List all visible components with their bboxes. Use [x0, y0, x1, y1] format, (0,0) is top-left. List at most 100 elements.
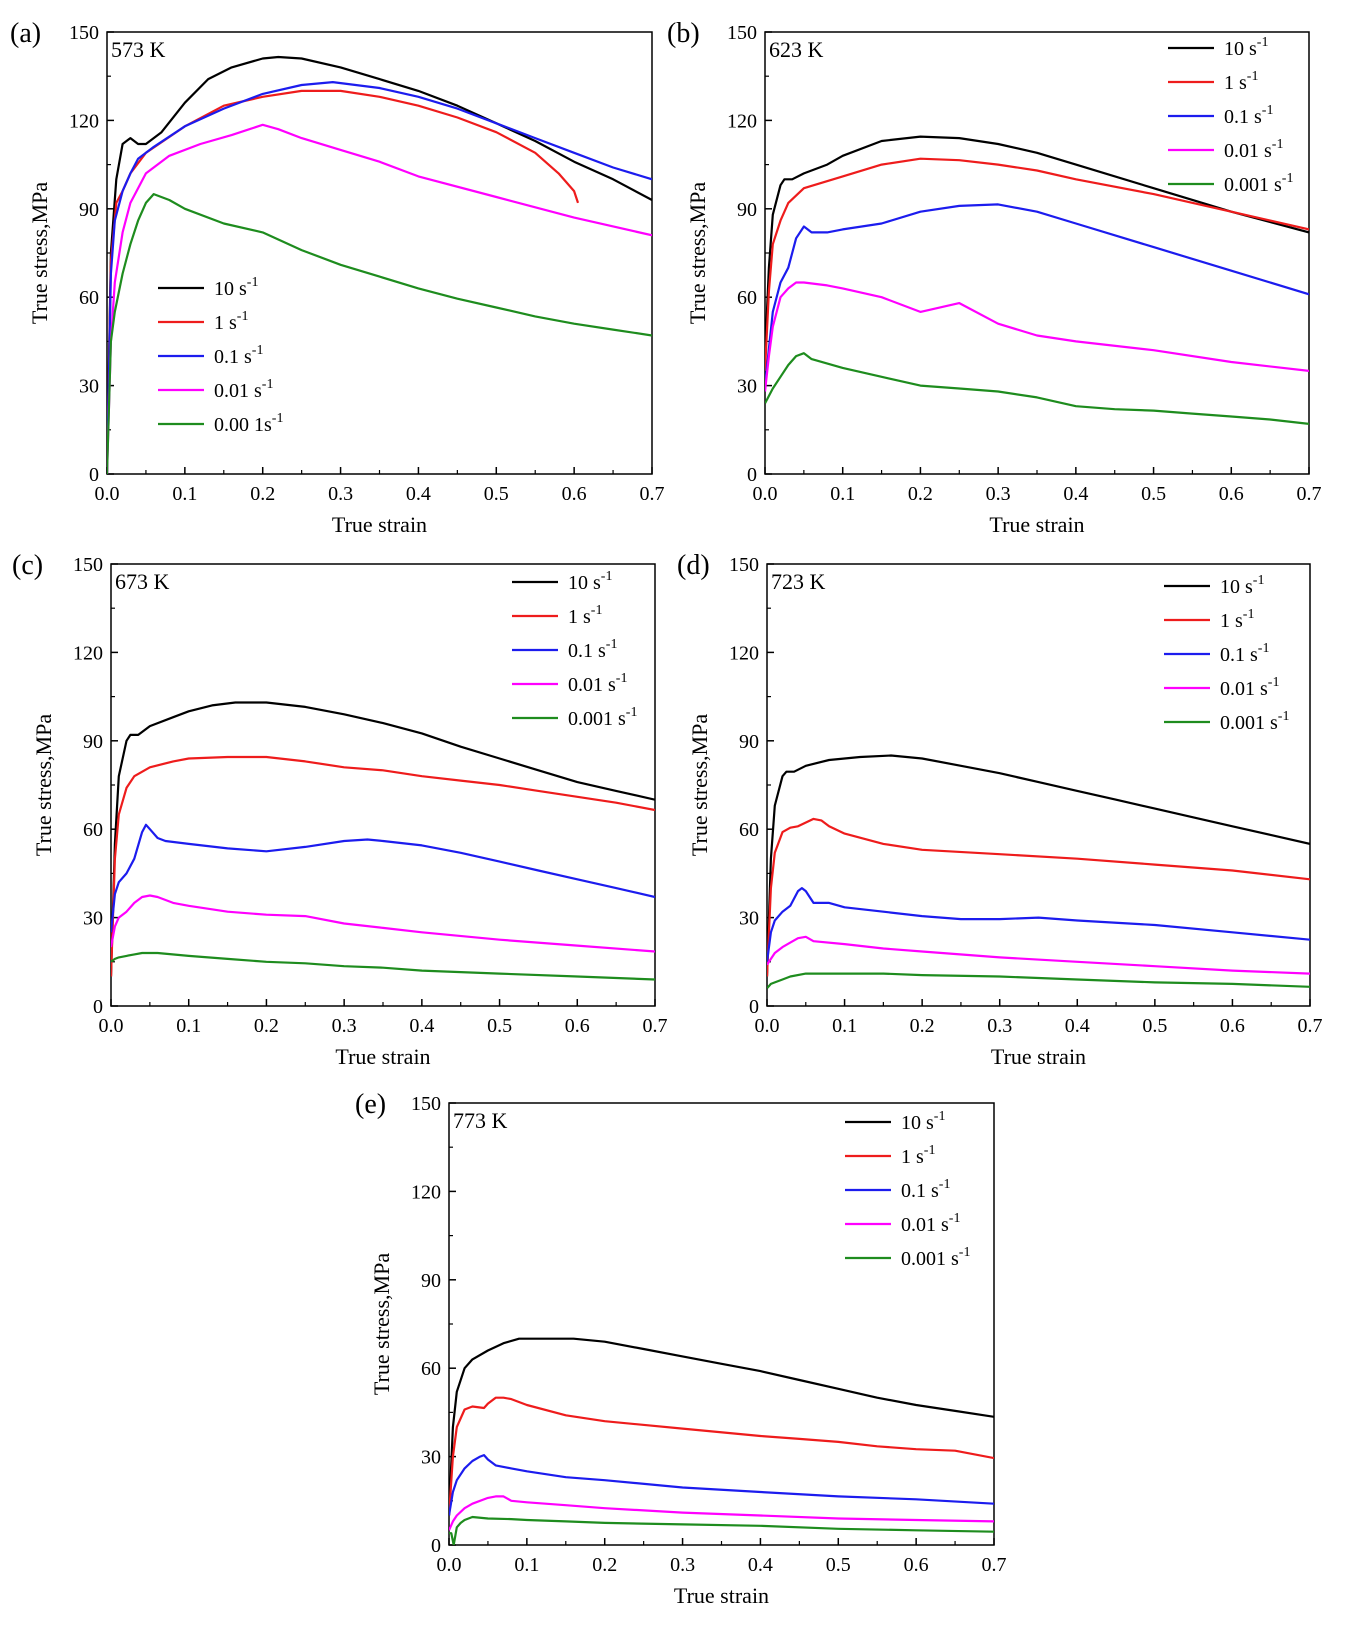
y-tick-label: 90 — [737, 199, 757, 221]
series-line-0-01-s-1 — [107, 123, 652, 474]
x-tick-label: 0.2 — [250, 483, 275, 505]
y-tick-label: 0 — [93, 996, 103, 1018]
legend: 10 s-1 1 s-1 0.1 s-1 0.01 s-1 0.001 s-1 — [1164, 573, 1289, 734]
panel-label: (a) — [10, 18, 41, 49]
y-axis-label: True stress,MPa — [369, 1253, 394, 1395]
x-tick-label: 0.2 — [592, 1554, 617, 1576]
panel-label: (b) — [667, 18, 700, 49]
legend: 10 s-1 1 s-1 0.1 s-1 0.01 s-1 0.001 s-1 — [1168, 35, 1293, 196]
x-tick-label: 0.7 — [643, 1015, 668, 1037]
x-tick-label: 0.0 — [95, 483, 120, 505]
y-tick-label: 60 — [83, 819, 103, 841]
x-axis-label: True strain — [332, 512, 427, 537]
panel-label: (e) — [355, 1089, 386, 1120]
series-line-0-001-s-1 — [767, 972, 1310, 990]
panel-b: (b) 0.0 0.1 0.2 0.3 0.4 0.5 0.6 0.7 0 30 60 90 120 150… — [667, 18, 1322, 537]
panel-e: (e) 0.0 0.1 0.2 0.3 0.4 0.5 0.6 0.7 0 30 60 90 120 150… — [355, 1089, 1007, 1608]
y-tick-label: 120 — [73, 642, 103, 664]
y-tick-label: 150 — [73, 554, 103, 576]
x-tick-label: 0.4 — [748, 1554, 773, 1576]
x-tick-label: 0.5 — [487, 1015, 512, 1037]
y-tick-label: 0 — [89, 464, 99, 486]
y-tick-label: 90 — [79, 199, 99, 221]
panel-d: (d) 0.0 0.1 0.2 0.3 0.4 0.5 0.6 0.7 0 30 60 90 120 150… — [677, 550, 1323, 1069]
temperature-label: 723 K — [771, 569, 826, 594]
series-line-1-s-1 — [449, 1396, 994, 1516]
y-tick-label: 60 — [737, 287, 757, 309]
series-line-0-01-s-1 — [767, 935, 1310, 975]
legend-label: 0.001 s-1 — [1220, 709, 1289, 734]
series-line-0-1-s-1 — [107, 80, 652, 474]
x-tick-label: 0.0 — [753, 483, 778, 505]
legend: 10 s-1 1 s-1 0.1 s-1 0.01 s-1 0.001 s-1 — [845, 1109, 970, 1270]
legend-label: 0.1 s-1 — [1220, 641, 1269, 666]
series-line-0-001-s-1 — [107, 193, 652, 474]
series-line-1-s-1 — [107, 89, 580, 474]
x-tick-label: 0.6 — [1220, 1015, 1245, 1037]
x-axis-label: True strain — [335, 1044, 430, 1069]
x-tick-label: 0.3 — [987, 1015, 1012, 1037]
x-tick-label: 0.2 — [908, 483, 933, 505]
series-line-0-1-s-1 — [449, 1453, 994, 1516]
series-line-0-01-s-1 — [449, 1495, 994, 1531]
legend-label: 0.01 s-1 — [214, 377, 273, 402]
x-axis-label: True strain — [674, 1583, 769, 1608]
legend-label: 0.001 s-1 — [568, 705, 637, 730]
x-tick-label: 0.3 — [332, 1015, 357, 1037]
y-tick-label: 120 — [69, 110, 99, 132]
panel-a: (a) 0.0 0.1 0.2 0.3 0.4 0.5 0.6 0.7 0 30 60 90 120 150… — [10, 18, 665, 537]
x-tick-label: 0.7 — [982, 1554, 1007, 1576]
y-tick-label: 60 — [79, 287, 99, 309]
series-line-10-s-1 — [449, 1337, 994, 1516]
panel-label: (c) — [12, 550, 43, 581]
legend-label: 0.00 1s-1 — [214, 411, 283, 436]
x-tick-label: 0.6 — [1219, 483, 1244, 505]
x-tick-label: 0.0 — [755, 1015, 780, 1037]
y-tick-label: 150 — [69, 22, 99, 44]
series-line-10-s-1 — [107, 55, 652, 474]
x-tick-label: 0.5 — [1141, 483, 1166, 505]
x-tick-label: 0.0 — [437, 1554, 462, 1576]
x-tick-label: 0.2 — [254, 1015, 279, 1037]
legend-label: 10 s-1 — [214, 275, 258, 300]
x-tick-label: 0.5 — [484, 483, 509, 505]
x-tick-label: 0.1 — [832, 1015, 857, 1037]
y-axis-label: True stress,MPa — [31, 714, 56, 856]
y-tick-label: 150 — [411, 1093, 441, 1115]
x-tick-label: 0.5 — [826, 1554, 851, 1576]
legend-label: 0.01 s-1 — [1220, 675, 1279, 700]
series-line-10-s-1 — [111, 701, 655, 977]
x-tick-label: 0.6 — [562, 483, 587, 505]
series-line-0-01-s-1 — [765, 281, 1309, 392]
series-line-0-1-s-1 — [765, 203, 1309, 386]
temperature-label: 773 K — [453, 1108, 508, 1133]
legend-label: 1 s-1 — [1224, 69, 1258, 94]
series-line-0-001-s-1 — [449, 1515, 994, 1545]
legend-label: 0.01 s-1 — [901, 1211, 960, 1236]
y-tick-label: 30 — [83, 908, 103, 930]
x-axis-label: True strain — [991, 1044, 1086, 1069]
panel-c: (c) 0.0 0.1 0.2 0.3 0.4 0.5 0.6 0.7 0 30 60 90 120 150… — [12, 550, 668, 1069]
legend-label: 0.1 s-1 — [214, 343, 263, 368]
series-line-1-s-1 — [765, 157, 1309, 371]
legend-label: 1 s-1 — [901, 1143, 935, 1168]
temperature-label: 673 K — [115, 569, 170, 594]
y-tick-label: 60 — [739, 819, 759, 841]
series-line-0-001-s-1 — [765, 352, 1309, 425]
y-tick-label: 150 — [727, 22, 757, 44]
y-tick-label: 30 — [737, 376, 757, 398]
y-tick-label: 120 — [411, 1181, 441, 1203]
x-tick-label: 0.4 — [1063, 483, 1088, 505]
y-tick-label: 30 — [739, 908, 759, 930]
x-axis-label: True strain — [989, 512, 1084, 537]
series-line-0-1-s-1 — [767, 886, 1310, 962]
x-tick-label: 0.3 — [670, 1554, 695, 1576]
x-tick-label: 0.6 — [565, 1015, 590, 1037]
x-tick-label: 0.1 — [176, 1015, 201, 1037]
legend-label: 1 s-1 — [568, 603, 602, 628]
legend-label: 10 s-1 — [1220, 573, 1264, 598]
y-tick-label: 30 — [79, 376, 99, 398]
legend-label: 0.1 s-1 — [901, 1177, 950, 1202]
y-tick-label: 150 — [729, 554, 759, 576]
